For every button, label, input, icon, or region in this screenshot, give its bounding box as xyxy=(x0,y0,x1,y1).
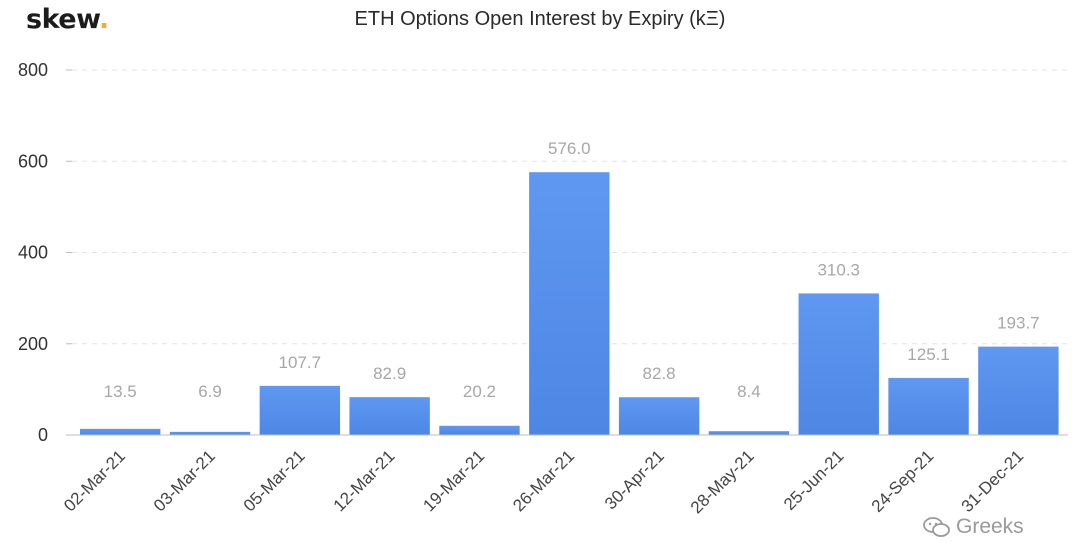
x-tick-label: 26-Mar-21 xyxy=(509,446,578,515)
bar xyxy=(349,397,430,435)
bars xyxy=(80,172,1059,435)
x-tick-label: 03-Mar-21 xyxy=(150,446,219,515)
brand-name: skew xyxy=(26,4,99,35)
bar xyxy=(708,431,790,435)
x-axis-ticks: 02-Mar-21 03-Mar-21 05-Mar-21 12-Mar-21 19-M… xyxy=(60,446,1027,517)
data-label: 576.0 xyxy=(548,139,591,158)
y-axis-ticks: 0 200 400 600 800 xyxy=(18,60,72,445)
x-tick-label: 25-Jun-21 xyxy=(780,446,848,514)
brand-dot: . xyxy=(98,4,109,35)
x-tick-label: 19-Mar-21 xyxy=(419,446,488,515)
x-tick-label: 30-Apr-21 xyxy=(601,446,668,513)
bar xyxy=(259,385,341,435)
brand-logo: skew. xyxy=(26,4,109,35)
bar xyxy=(529,172,610,435)
bar xyxy=(80,428,161,435)
x-tick-label: 24-Sep-21 xyxy=(868,446,938,516)
x-tick-label: 12-Mar-21 xyxy=(330,446,399,515)
x-tick-label: 05-Mar-21 xyxy=(240,446,309,515)
data-label: 20.2 xyxy=(463,382,496,401)
data-label: 310.3 xyxy=(817,260,860,279)
data-label: 125.1 xyxy=(907,345,950,364)
bar xyxy=(978,346,1059,435)
data-label: 6.9 xyxy=(198,382,222,401)
y-tick-label: 200 xyxy=(18,334,48,354)
watermark: Greeks xyxy=(922,515,1024,539)
data-label: 8.4 xyxy=(737,382,761,401)
data-label: 193.7 xyxy=(997,314,1040,333)
data-label: 82.9 xyxy=(373,364,406,383)
data-labels: 13.5 6.9 107.7 82.9 20.2 576.0 82.8 8.4 310.3 125… xyxy=(104,139,1040,401)
y-tick-label: 600 xyxy=(18,151,48,171)
watermark-text: Greeks xyxy=(956,515,1024,538)
y-tick-label: 800 xyxy=(18,60,48,80)
bar xyxy=(618,397,700,435)
bar xyxy=(798,293,879,435)
y-tick-label: 0 xyxy=(38,425,48,445)
data-label: 107.7 xyxy=(279,353,322,372)
data-label: 82.8 xyxy=(643,364,676,383)
grid-lines xyxy=(72,69,1068,345)
x-tick-label: 28-May-21 xyxy=(687,446,758,517)
bar xyxy=(439,425,520,435)
data-label: 13.5 xyxy=(104,382,137,401)
x-tick-label: 31-Dec-21 xyxy=(958,446,1028,516)
bar xyxy=(888,377,969,435)
bar xyxy=(169,431,251,435)
y-tick-label: 400 xyxy=(18,243,48,263)
x-tick-label: 02-Mar-21 xyxy=(60,446,129,515)
wechat-icon xyxy=(923,517,950,537)
chart-title: ETH Options Open Interest by Expiry (kΞ) xyxy=(354,8,726,30)
